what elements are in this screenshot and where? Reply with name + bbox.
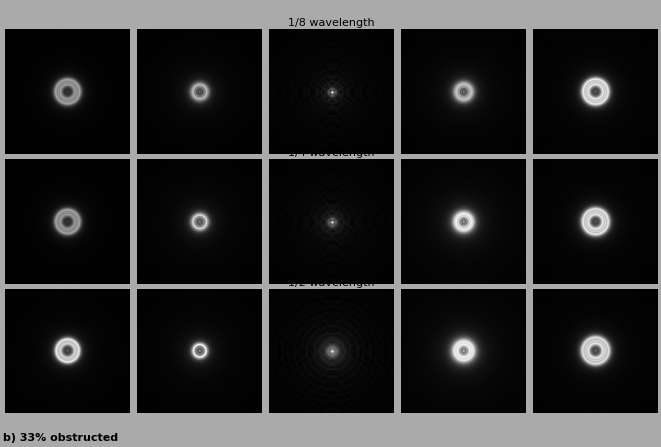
Text: b) 33% obstructed: b) 33% obstructed <box>3 433 118 443</box>
Title: 1/2 wavelength: 1/2 wavelength <box>288 278 375 288</box>
Title: 1/8 wavelength: 1/8 wavelength <box>288 18 375 28</box>
Title: 1/4 wavelength: 1/4 wavelength <box>288 148 375 158</box>
